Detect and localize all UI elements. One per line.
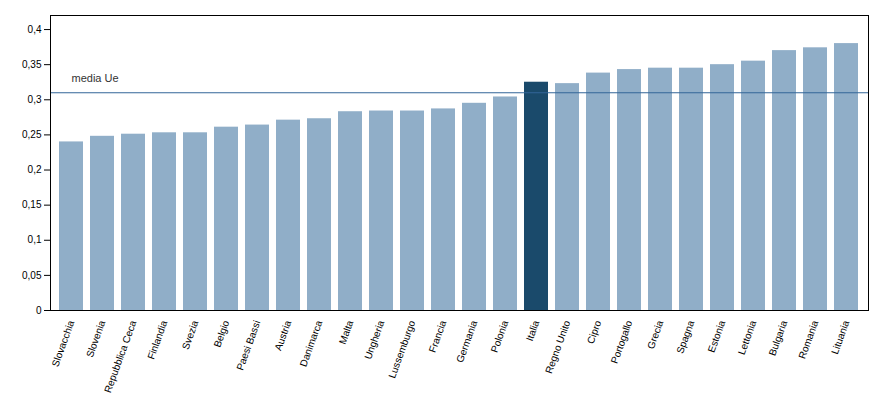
svg-text:Regno Unito: Regno Unito bbox=[543, 318, 572, 374]
svg-text:Ungheria: Ungheria bbox=[362, 318, 386, 360]
svg-text:0,4: 0,4 bbox=[28, 24, 42, 35]
svg-text:Slovacchia: Slovacchia bbox=[50, 318, 77, 368]
svg-text:Paesi Bassi: Paesi Bassi bbox=[234, 319, 262, 372]
svg-text:Romania: Romania bbox=[796, 318, 820, 360]
svg-text:Repubblica Ceca: Repubblica Ceca bbox=[102, 318, 139, 394]
svg-text:Slovenia: Slovenia bbox=[84, 318, 108, 358]
svg-text:Finlandia: Finlandia bbox=[145, 318, 169, 360]
svg-text:0,1: 0,1 bbox=[28, 234, 42, 245]
svg-text:Estonia: Estonia bbox=[706, 318, 728, 354]
svg-text:Lussemburgo: Lussemburgo bbox=[386, 318, 417, 379]
svg-text:Danimarca: Danimarca bbox=[298, 318, 325, 368]
svg-text:Italia: Italia bbox=[524, 318, 542, 342]
svg-text:Francia: Francia bbox=[427, 318, 449, 354]
svg-text:Malta: Malta bbox=[337, 318, 356, 345]
svg-text:Belgio: Belgio bbox=[212, 318, 232, 348]
svg-text:Bulgaria: Bulgaria bbox=[766, 318, 789, 357]
svg-text:0: 0 bbox=[36, 305, 42, 316]
svg-text:Cipro: Cipro bbox=[585, 318, 604, 345]
svg-text:0,3: 0,3 bbox=[28, 94, 42, 105]
svg-text:Portogallo: Portogallo bbox=[609, 318, 635, 364]
svg-text:Germania: Germania bbox=[454, 318, 480, 363]
svg-text:0,35: 0,35 bbox=[22, 59, 42, 70]
svg-text:0,05: 0,05 bbox=[22, 270, 42, 281]
svg-text:media Ue: media Ue bbox=[72, 72, 119, 84]
svg-text:0,15: 0,15 bbox=[22, 199, 42, 210]
svg-text:Spagna: Spagna bbox=[674, 318, 696, 355]
svg-text:Lituania: Lituania bbox=[829, 318, 851, 355]
svg-text:Svezia: Svezia bbox=[180, 318, 201, 350]
svg-text:Austria: Austria bbox=[272, 318, 293, 351]
svg-text:0,2: 0,2 bbox=[28, 164, 42, 175]
svg-text:Lettonia: Lettonia bbox=[736, 318, 759, 356]
svg-text:0,25: 0,25 bbox=[22, 129, 42, 140]
svg-text:Grecia: Grecia bbox=[645, 318, 666, 350]
svg-text:Polonia: Polonia bbox=[489, 318, 511, 354]
